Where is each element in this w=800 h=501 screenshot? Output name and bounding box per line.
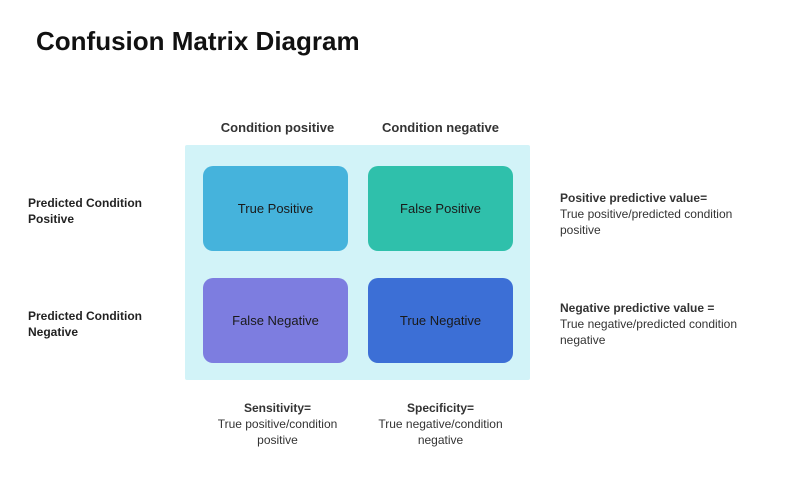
cell-false-positive: False Positive (368, 166, 513, 251)
metric-npv: Negative predictive value = True negativ… (560, 300, 770, 349)
cell-label: False Positive (400, 201, 481, 216)
col-header-negative: Condition negative (368, 120, 513, 135)
metric-body: True positive/predicted condition positi… (560, 207, 732, 237)
col-header-positive: Condition positive (205, 120, 350, 135)
page-title: Confusion Matrix Diagram (36, 26, 360, 57)
metric-sensitivity: Sensitivity= True positive/condition pos… (200, 400, 355, 449)
metric-title: Negative predictive value = (560, 300, 770, 316)
metric-ppv: Positive predictive value= True positive… (560, 190, 770, 239)
cell-false-negative: False Negative (203, 278, 348, 363)
metric-specificity: Specificity= True negative/condition neg… (363, 400, 518, 449)
metric-body: True positive/condition positive (218, 417, 338, 447)
cell-label: False Negative (232, 313, 319, 328)
cell-label: True Positive (238, 201, 313, 216)
cell-true-positive: True Positive (203, 166, 348, 251)
row-header-pred-positive: Predicted Condition Positive (28, 195, 178, 227)
cell-label: True Negative (400, 313, 481, 328)
metric-body: True negative/condition negative (378, 417, 502, 447)
cell-true-negative: True Negative (368, 278, 513, 363)
metric-title: Positive predictive value= (560, 190, 770, 206)
metric-title: Specificity= (363, 400, 518, 416)
metric-body: True negative/predicted condition negati… (560, 317, 737, 347)
row-header-pred-negative: Predicted Condition Negative (28, 308, 178, 340)
metric-title: Sensitivity= (200, 400, 355, 416)
